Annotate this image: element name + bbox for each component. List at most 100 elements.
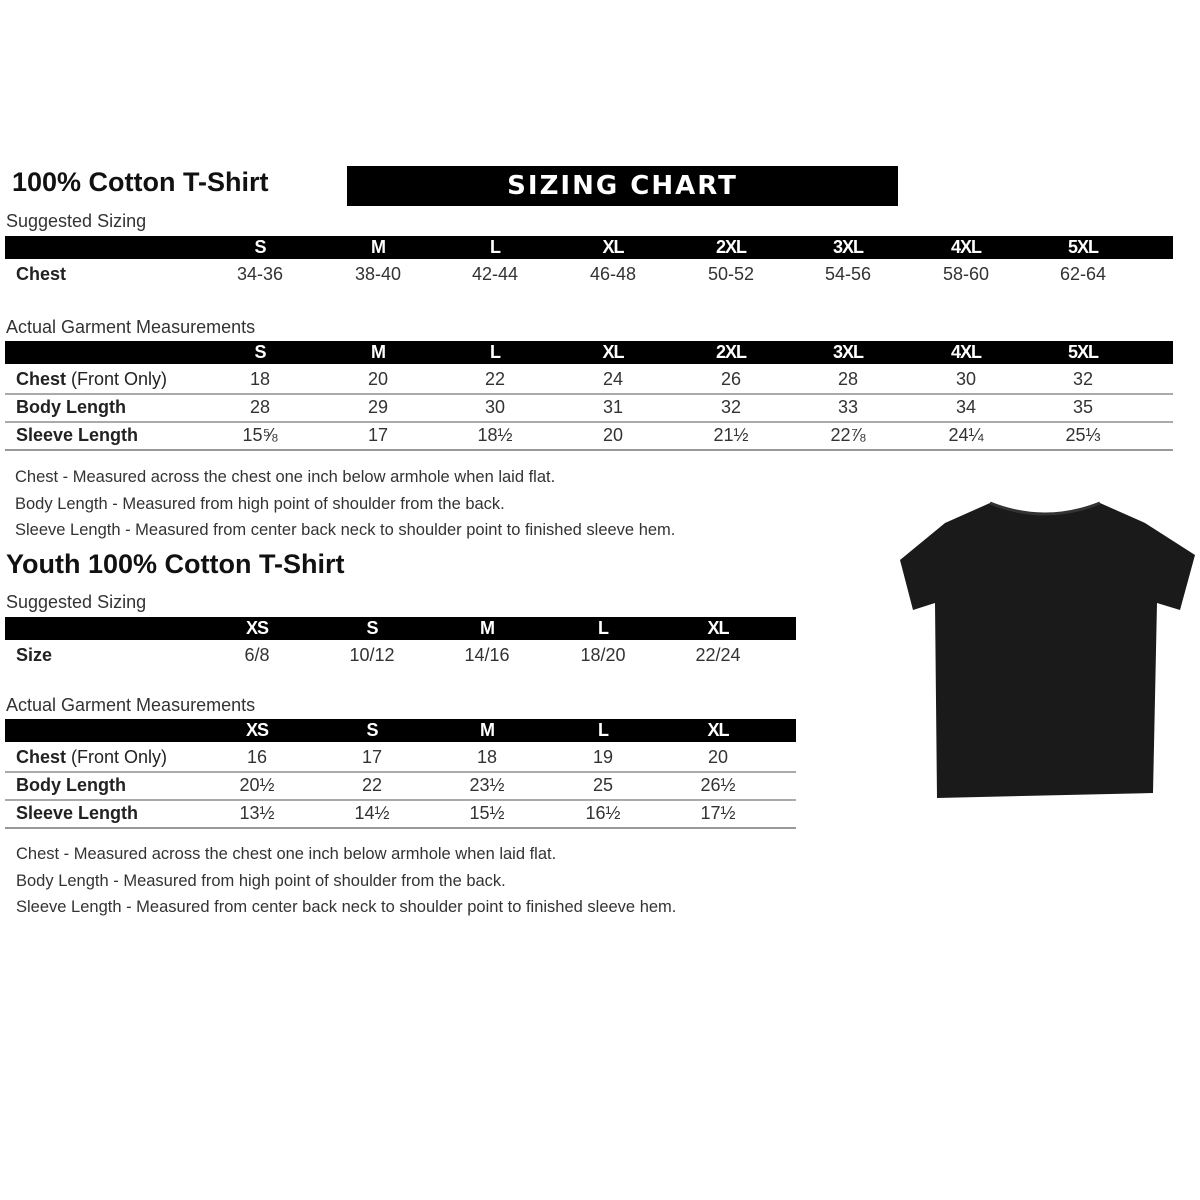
row-label-text: Chest (16, 369, 67, 389)
table-cell: 28 (249, 397, 271, 417)
size-header-s: S (366, 618, 378, 638)
table-cell: 54-56 (824, 264, 872, 284)
size-header-m: M (480, 618, 495, 638)
table-cell: 30 (955, 369, 977, 389)
size-header-s: S (366, 720, 378, 740)
table-cell: 6/8 (244, 645, 270, 665)
row-label: Sleeve Length (16, 803, 138, 824)
table-cell: 18½ (477, 425, 513, 445)
table-cell: 33 (837, 397, 859, 417)
table-cell: 13½ (239, 803, 275, 823)
row-label: Size (16, 645, 52, 666)
table-cell: 25⅓ (1065, 425, 1101, 445)
size-header-s: S (254, 342, 266, 362)
table-cell: 20 (707, 747, 729, 767)
row-label-text: Body Length (16, 775, 126, 795)
table-cell: 22 (361, 775, 383, 795)
table-cell: 26½ (700, 775, 736, 795)
table-cell: 42-44 (471, 264, 519, 284)
table-cell: 32 (720, 397, 742, 417)
table-cell: 15½ (469, 803, 505, 823)
adult-suggested-label: Suggested Sizing (6, 211, 147, 231)
row-label-text: Sleeve Length (16, 803, 139, 823)
size-header-xs: XS (245, 720, 269, 740)
row-label: Sleeve Length (16, 425, 138, 446)
size-header-row: XS S M L XL (5, 719, 796, 742)
size-header-5xl: 5XL (1067, 342, 1099, 362)
table-cell: 23½ (469, 775, 505, 795)
size-header-l: L (490, 237, 501, 257)
table-cell: 62-64 (1059, 264, 1107, 284)
table-row: Chest (Front Only) 18 20 22 24 26 28 30 32 (5, 365, 1173, 395)
table-cell: 20 (367, 369, 389, 389)
row-label: Chest (Front Only) (16, 369, 167, 390)
size-header-2xl: 2XL (715, 237, 747, 257)
size-header-l: L (598, 618, 609, 638)
table-cell: 22/24 (695, 645, 741, 665)
size-header-4xl: 4XL (950, 342, 982, 362)
table-cell: 26 (720, 369, 742, 389)
size-header-row: S M L XL 2XL 3XL 4XL 5XL (5, 236, 1173, 259)
youth-suggested-label: Suggested Sizing (6, 592, 147, 612)
youth-actual-label: Actual Garment Measurements (6, 695, 256, 715)
table-cell: 22 (484, 369, 506, 389)
size-header-row: S M L XL 2XL 3XL 4XL 5XL (5, 341, 1173, 364)
row-label-text: Size (16, 645, 53, 665)
sizing-chart-banner: SIZING CHART (347, 166, 898, 206)
table-cell: 17 (367, 425, 389, 445)
size-header-3xl: 3XL (832, 237, 864, 257)
size-header-l: L (490, 342, 501, 362)
table-cell: 32 (1072, 369, 1094, 389)
note-chest: Chest - Measured across the chest one in… (15, 468, 556, 486)
table-row: Body Length 28 29 30 31 32 33 34 35 (5, 393, 1173, 423)
table-cell: 25 (592, 775, 614, 795)
size-header-s: S (254, 237, 266, 257)
table-cell: 34-36 (236, 264, 284, 284)
adult-actual-label: Actual Garment Measurements (6, 317, 256, 337)
size-header-m: M (371, 237, 386, 257)
table-cell: 21½ (713, 425, 749, 445)
row-label: Body Length (16, 775, 126, 796)
size-header-l: L (598, 720, 609, 740)
adult-notes: Chest - Measured across the chest one in… (15, 468, 675, 548)
table-row: Chest (Front Only) 16 17 18 19 20 (5, 743, 796, 773)
row-label: Chest (Front Only) (16, 747, 167, 768)
table-cell: 17½ (700, 803, 736, 823)
size-header-m: M (371, 342, 386, 362)
table-cell: 18 (249, 369, 271, 389)
table-cell: 29 (367, 397, 389, 417)
size-header-m: M (480, 720, 495, 740)
table-row: Body Length 20½ 22 23½ 25 26½ (5, 771, 796, 801)
table-cell: 24¼ (948, 425, 984, 445)
size-header-row: XS S M L XL (5, 617, 796, 640)
table-cell: 50-52 (707, 264, 755, 284)
table-cell: 14/16 (464, 645, 510, 665)
size-header-3xl: 3XL (832, 342, 864, 362)
row-label-note: (Front Only) (71, 369, 168, 389)
note-chest: Chest - Measured across the chest one in… (16, 845, 557, 863)
table-cell: 17 (361, 747, 383, 767)
row-label-text: Sleeve Length (16, 425, 139, 445)
table-cell: 35 (1072, 397, 1094, 417)
row-label-text: Chest (16, 264, 67, 284)
table-cell: 20½ (239, 775, 275, 795)
table-cell: 22⅞ (830, 425, 866, 445)
table-cell: 20 (602, 425, 624, 445)
table-cell: 19 (592, 747, 614, 767)
size-header-xs: XS (245, 618, 269, 638)
size-header-2xl: 2XL (715, 342, 747, 362)
table-row: Sleeve Length 13½ 14½ 15½ 16½ 17½ (5, 799, 796, 829)
note-body-length: Body Length - Measured from high point o… (16, 871, 506, 890)
youth-title: Youth 100% Cotton T-Shirt (6, 549, 345, 579)
table-cell: 24 (602, 369, 624, 389)
size-header-xl: XL (602, 237, 624, 257)
table-cell: 16½ (585, 803, 621, 823)
adult-title: 100% Cotton T-Shirt (12, 167, 269, 197)
table-cell: 46-48 (589, 264, 637, 284)
row-label-text: Body Length (16, 397, 126, 417)
note-body-length: Body Length - Measured from high point o… (15, 494, 505, 513)
table-cell: 58-60 (942, 264, 990, 284)
black-tshirt-icon (900, 501, 1195, 798)
table-cell: 28 (837, 369, 859, 389)
